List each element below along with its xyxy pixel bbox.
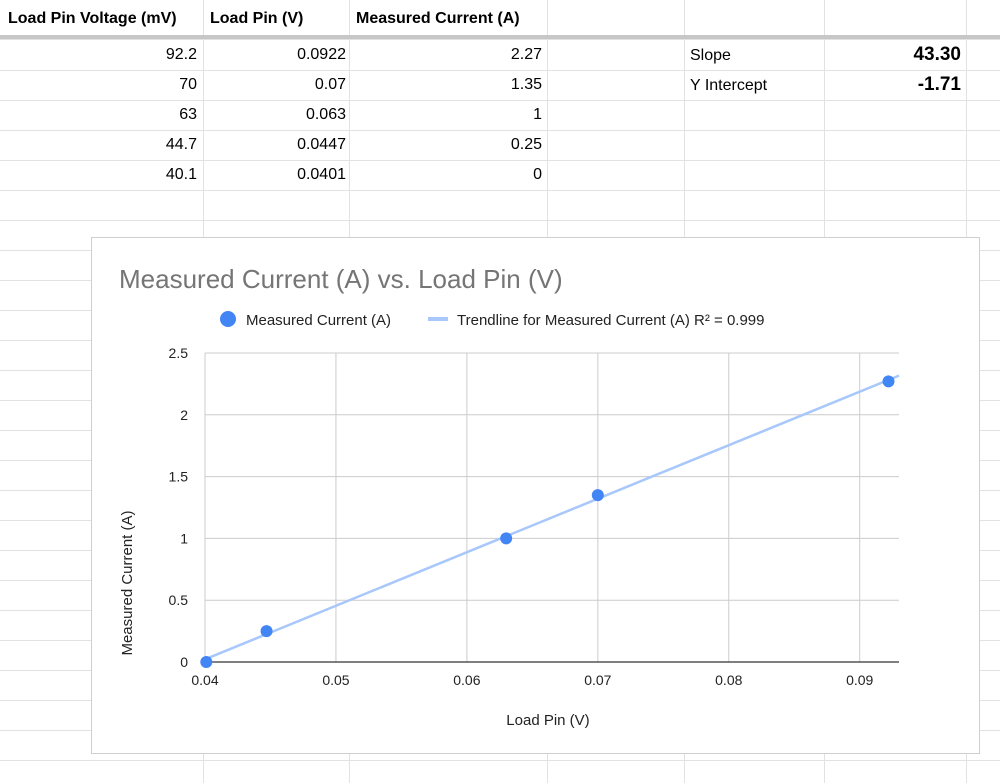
row-divider [0,130,1000,131]
table-cell-load-pin-v[interactable]: 0.0401 [297,166,346,183]
slope-value[interactable]: 43.30 [913,44,961,65]
scatter-chart[interactable]: 0 0.5 1 1.5 2 2.5 0.04 0.05 0.06 0.07 0.08 0.09 Mea… [91,237,980,754]
table-cell-current-a[interactable]: 1 [533,106,542,123]
x-tick-label: 0.04 [191,672,218,688]
x-tick-label: 0.08 [715,672,742,688]
data-point[interactable] [260,625,273,638]
x-tick-label: 0.06 [453,672,480,688]
y-tick-label: 2 [180,407,188,423]
data-point[interactable] [200,656,213,668]
x-axis-title: Load Pin (V) [506,712,589,729]
table-cell-current-a[interactable]: 0 [533,166,542,183]
x-tick-label: 0.07 [584,672,611,688]
x-tick-label: 0.09 [846,672,873,688]
data-point[interactable] [882,375,895,388]
row-divider [0,760,1000,761]
table-cell-load-pin-v[interactable]: 0.07 [314,76,346,93]
chart-points [200,375,895,668]
frozen-row-divider[interactable] [0,35,1000,39]
table-cell-voltage-mv[interactable]: 92.2 [165,46,197,63]
chart-canvas: 0 0.5 1 1.5 2 2.5 0.04 0.05 0.06 0.07 0.08 0.09 Mea… [119,264,900,729]
table-cell-voltage-mv[interactable]: 70 [179,76,197,93]
table-cell-current-a[interactable]: 0.25 [510,136,542,153]
row-divider [0,190,1000,191]
chart-ticks: 0 0.5 1 1.5 2 2.5 0.04 0.05 0.06 0.07 0.08 0.09 [169,345,874,688]
row-divider [0,100,1000,101]
header-cell-load-pin[interactable]: Load Pin (V) [210,10,304,27]
data-point[interactable] [500,532,513,545]
table-cell-current-a[interactable]: 2.27 [510,46,542,63]
y-tick-label: 2.5 [169,345,189,361]
row-divider [0,70,1000,71]
table-cell-current-a[interactable]: 1.35 [510,76,542,93]
table-cell-load-pin-v[interactable]: 0.063 [305,106,346,123]
header-cell-load-pin-voltage[interactable]: Load Pin Voltage (mV) [8,10,177,27]
table-cell-voltage-mv[interactable]: 40.1 [165,166,197,183]
intercept-label[interactable]: Y Intercept [690,77,768,94]
chart-legend[interactable]: Measured Current (A) Trendline for Measu… [220,311,765,329]
chart-gridlines [204,352,899,662]
slope-label[interactable]: Slope [690,47,731,64]
table-cell-load-pin-v[interactable]: 0.0922 [297,46,346,63]
table-cell-load-pin-v[interactable]: 0.0447 [297,136,346,153]
legend-series-label: Measured Current (A) [246,312,391,329]
legend-point-marker [220,311,236,327]
table-cell-voltage-mv[interactable]: 44.7 [165,136,197,153]
y-tick-label: 1 [180,530,188,546]
data-point[interactable] [591,489,604,502]
row-divider [0,39,1000,40]
chart-title: Measured Current (A) vs. Load Pin (V) [119,264,563,294]
row-divider [0,220,1000,221]
legend-trendline-label: Trendline for Measured Current (A) R² = … [457,312,765,329]
header-cell-measured-current[interactable]: Measured Current (A) [356,10,520,27]
trendline [204,374,900,661]
y-axis-title: Measured Current (A) [119,510,136,655]
intercept-value[interactable]: -1.71 [917,74,961,95]
x-tick-label: 0.05 [322,672,349,688]
y-tick-label: 0 [180,654,188,670]
row-divider [0,160,1000,161]
y-tick-label: 0.5 [169,592,189,608]
y-tick-label: 1.5 [169,469,189,485]
table-cell-voltage-mv[interactable]: 63 [179,106,197,123]
